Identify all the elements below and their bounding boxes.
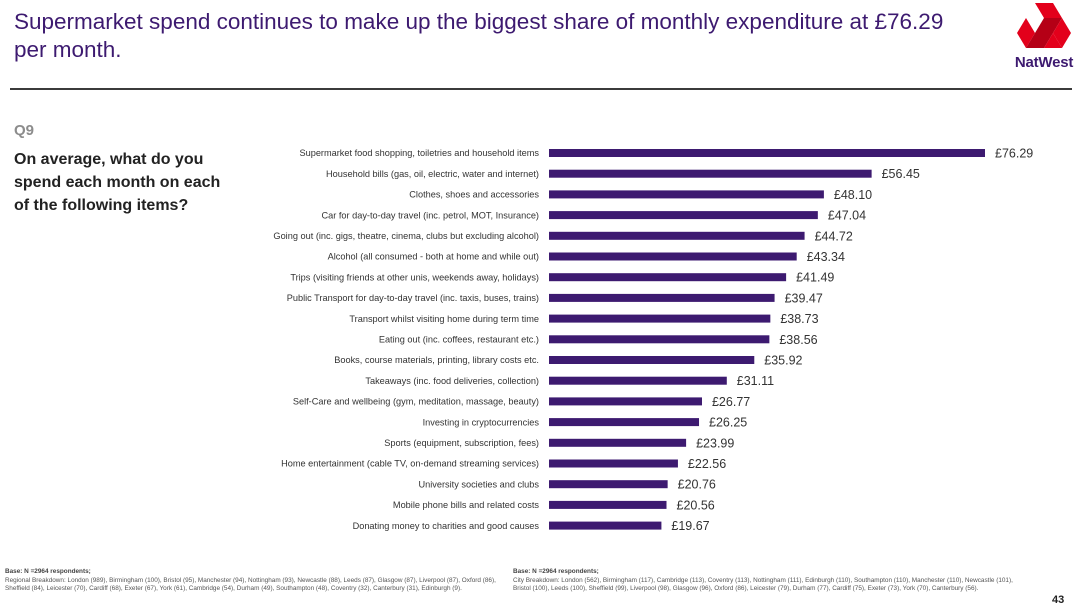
category-label: Supermarket food shopping, toiletries an… bbox=[299, 148, 539, 158]
category-label: Household bills (gas, oil, electric, wat… bbox=[326, 169, 539, 179]
value-label: £43.34 bbox=[807, 250, 845, 264]
category-label: Investing in cryptocurrencies bbox=[423, 417, 540, 427]
category-label: Home entertainment (cable TV, on-demand … bbox=[281, 459, 539, 469]
bar bbox=[549, 273, 787, 282]
category-label: University societies and clubs bbox=[418, 479, 539, 489]
question-number: Q9 bbox=[14, 122, 35, 139]
question-text: On average, what do you spend each month… bbox=[14, 151, 221, 214]
footnote-left-detail: Regional Breakdown: London (989), Birmin… bbox=[5, 576, 496, 593]
natwest-logo: NatWest bbox=[1009, 2, 1079, 76]
bar bbox=[549, 438, 687, 447]
category-label: Public Transport for day-to-day travel (… bbox=[287, 293, 539, 303]
value-label: £56.45 bbox=[882, 167, 920, 181]
bar bbox=[549, 480, 668, 489]
value-label: £23.99 bbox=[696, 436, 734, 450]
category-label: Mobile phone bills and related costs bbox=[393, 500, 539, 510]
bar bbox=[549, 149, 985, 157]
bar bbox=[549, 231, 805, 240]
category-label: Car for day-to-day travel (inc. petrol, … bbox=[321, 210, 539, 220]
bar bbox=[549, 376, 727, 385]
bar bbox=[549, 169, 872, 178]
bar bbox=[549, 335, 770, 344]
category-label: Going out (inc. gigs, theatre, cinema, c… bbox=[273, 231, 539, 241]
bar bbox=[549, 500, 667, 509]
footnote-right-base: Base: N =2964 respondents; bbox=[513, 568, 599, 575]
footnote-left: Base: N =2964 respondents; Regional Brea… bbox=[5, 568, 500, 594]
category-label: Trips (visiting friends at other unis, w… bbox=[290, 272, 539, 282]
bar bbox=[549, 190, 824, 199]
value-label: £47.04 bbox=[828, 209, 866, 223]
bar bbox=[549, 314, 771, 323]
category-label: Donating money to charities and good cau… bbox=[353, 521, 540, 531]
value-label: £20.56 bbox=[677, 498, 715, 512]
bar bbox=[549, 459, 678, 468]
footnote-right: Base: N =2964 respondents; City Breakdow… bbox=[513, 568, 1013, 594]
value-label: £38.56 bbox=[779, 333, 817, 347]
bar bbox=[549, 252, 797, 261]
value-label: £44.72 bbox=[815, 229, 853, 243]
header-divider bbox=[10, 88, 1072, 90]
bar bbox=[549, 293, 775, 302]
value-label: £26.25 bbox=[709, 416, 747, 430]
value-label: £48.10 bbox=[834, 188, 872, 202]
category-label: Alcohol (all consumed - both at home and… bbox=[328, 252, 539, 262]
natwest-cubes-icon bbox=[1017, 3, 1071, 48]
category-label: Sports (equipment, subscription, fees) bbox=[384, 438, 539, 448]
bar bbox=[549, 211, 818, 220]
category-label: Clothes, shoes and accessories bbox=[409, 190, 539, 200]
page-title: Supermarket spend continues to make up t… bbox=[14, 9, 944, 62]
value-label: £22.56 bbox=[688, 457, 726, 471]
value-label: £39.47 bbox=[785, 291, 823, 305]
brand-name: NatWest bbox=[1014, 54, 1074, 71]
value-label: £35.92 bbox=[764, 354, 802, 368]
bar bbox=[549, 356, 755, 364]
value-label: £19.67 bbox=[671, 519, 709, 533]
category-label: Transport whilst visiting home during te… bbox=[349, 314, 539, 324]
category-label: Self-Care and wellbeing (gym, meditation… bbox=[293, 397, 539, 407]
category-label: Takeaways (inc. food deliveries, collect… bbox=[365, 376, 539, 386]
value-label: £38.73 bbox=[780, 312, 818, 326]
bar bbox=[549, 418, 700, 427]
category-label: Eating out (inc. coffees, restaurant etc… bbox=[379, 335, 539, 345]
page-number: 43 bbox=[1052, 594, 1065, 606]
bar bbox=[549, 397, 702, 406]
category-label: Books, course materials, printing, libra… bbox=[334, 355, 539, 365]
footnote-left-base: Base: N =2964 respondents; bbox=[5, 568, 91, 575]
bar-chart: Supermarket food shopping, toiletries an… bbox=[273, 147, 1033, 534]
value-label: £26.77 bbox=[712, 395, 750, 409]
value-label: £31.11 bbox=[737, 374, 774, 388]
value-label: £20.76 bbox=[678, 478, 716, 492]
bar bbox=[549, 521, 662, 530]
footnote-right-detail: City Breakdown: London (562), Birmingham… bbox=[513, 576, 1013, 593]
value-label: £76.29 bbox=[995, 147, 1033, 161]
value-label: £41.49 bbox=[796, 271, 834, 285]
